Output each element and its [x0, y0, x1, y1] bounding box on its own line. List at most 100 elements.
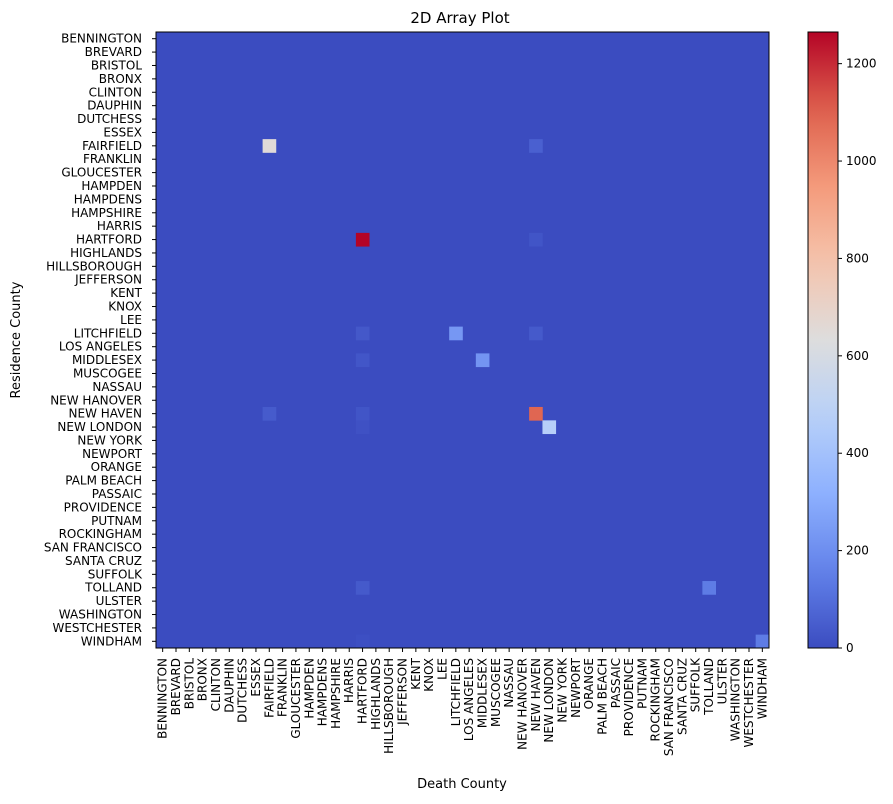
x-tick-label: BENNINGTON — [156, 658, 170, 739]
x-tick-label: WASHINGTON — [729, 658, 743, 741]
x-tick-label: HAMPDEN — [302, 658, 316, 719]
x-tick-label: NEW HAVEN — [529, 658, 543, 731]
x-tick-label: ESSEX — [249, 658, 263, 697]
y-tick-label: PASSAIC — [92, 487, 142, 501]
y-tick-label: WASHINGTON — [59, 608, 142, 622]
y-tick-label: HARRIS — [97, 219, 142, 233]
y-tick-label: ESSEX — [103, 125, 142, 139]
y-axis-label: Residence County — [9, 281, 24, 398]
heatmap-cell — [355, 581, 370, 595]
y-tick-label: NEW HANOVER — [50, 393, 142, 407]
x-tick-label: HILLSBOROUGH — [382, 658, 396, 754]
x-tick-label: FRANKLIN — [276, 658, 290, 717]
x-tick-label: BRISTOL — [182, 658, 196, 710]
y-tick-label: NASSAU — [92, 380, 142, 394]
y-tick-label: LOS ANGELES — [59, 340, 142, 354]
y-tick-label: NEWPORT — [82, 447, 143, 461]
x-tick-label: PALM BEACH — [595, 658, 609, 735]
y-tick-label: MUSCOGEE — [73, 366, 142, 380]
x-tick-label: SAN FRANCISCO — [662, 658, 676, 756]
y-tick-label: CLINTON — [89, 85, 142, 99]
heatmap-cell — [449, 326, 463, 341]
colorbar-tick-label: 400 — [846, 446, 869, 460]
y-tick-label: PALM BEACH — [65, 474, 142, 488]
y-tick-label: SANTA CRUZ — [65, 554, 142, 568]
x-tick-label: HAMPDENS — [316, 658, 330, 726]
heatmap-cells — [156, 32, 770, 649]
x-tick-label: TOLLAND — [702, 658, 716, 716]
colorbar-tick-label: 600 — [846, 349, 869, 363]
x-tick-label: HARRIS — [342, 658, 356, 703]
y-tick-label: BREVARD — [85, 45, 142, 59]
x-tick-label: PROVIDENCE — [622, 658, 636, 736]
x-tick-label: NEW LONDON — [542, 658, 556, 743]
x-tick-label: DUTCHESS — [236, 658, 250, 723]
x-tick-label: DAUPHIN — [222, 658, 236, 713]
heatmap-cell — [475, 353, 490, 368]
x-tick-label: LOS ANGELES — [462, 658, 476, 741]
x-tick-label: ROCKINGHAM — [649, 658, 663, 741]
y-tick-label: WESTCHESTER — [52, 621, 142, 635]
y-tick-label: HARTFORD — [76, 233, 142, 247]
y-tick-label: HIGHLANDS — [70, 246, 142, 260]
heatmap-cell — [355, 634, 370, 649]
x-axis-label: Death County — [417, 777, 507, 792]
y-tick-label: KENT — [110, 286, 142, 300]
y-tick-label: KNOX — [108, 300, 142, 314]
y-tick-label: FAIRFIELD — [82, 139, 142, 153]
x-tick-label: KNOX — [422, 658, 436, 692]
x-tick-label: ULSTER — [715, 658, 729, 704]
x-tick-label: NASSAU — [502, 658, 516, 708]
colorbar-tick-label: 0 — [846, 641, 854, 655]
y-tick-label: PROVIDENCE — [64, 500, 142, 514]
x-tick-label: NEWPORT — [569, 657, 583, 718]
y-tick-label: LITCHFIELD — [74, 326, 142, 340]
plot-frame — [155, 31, 770, 649]
heatmap-cell — [529, 139, 543, 153]
x-tick-label: MUSCOGEE — [489, 658, 503, 727]
y-tick-label: PUTNAM — [91, 514, 142, 528]
y-tick-label: HAMPDENS — [74, 192, 142, 206]
colorbar-tick-label: 800 — [846, 251, 869, 265]
x-tick-label: BREVARD — [169, 658, 183, 715]
y-tick-label: ULSTER — [96, 594, 142, 608]
y-tick-label: DUTCHESS — [77, 112, 142, 126]
heatmap-cell — [355, 232, 370, 247]
x-tick-label: NEW HANOVER — [515, 658, 529, 750]
y-tick-label: SAN FRANCISCO — [44, 541, 142, 555]
y-tick-label: MIDDLESEX — [72, 353, 142, 367]
heatmap-cell — [355, 353, 370, 368]
y-tick-label: HAMPSHIRE — [71, 206, 142, 220]
y-tick-label: HILLSBOROUGH — [46, 259, 142, 273]
x-tick-label: CLINTON — [209, 658, 223, 711]
heatmap-cell — [755, 634, 770, 649]
x-tick-label: MIDDLESEX — [475, 658, 489, 728]
colorbar-tick-label: 1200 — [846, 57, 877, 71]
x-axis: BENNINGTON BREVARD BRISTOL BRONX CLINTON DAUP… — [156, 648, 769, 756]
x-tick-label: PUTNAM — [635, 658, 649, 709]
chart-title: 2D Array Plot — [410, 9, 509, 27]
y-tick-label: BENNINGTON — [61, 32, 142, 46]
x-tick-label: GLOUCESTER — [289, 658, 303, 739]
heatmap-cell — [529, 406, 543, 421]
y-tick-label: ROCKINGHAM — [59, 527, 142, 541]
x-tick-label: NEW YORK — [555, 657, 569, 723]
y-tick-label: JEFFERSON — [74, 273, 142, 287]
heatmap-cell — [262, 406, 277, 421]
heatmap-cell — [542, 420, 557, 435]
heatmap-cell — [262, 139, 277, 153]
x-tick-label: KENT — [409, 657, 423, 689]
colorbar-tick-label: 1000 — [846, 154, 877, 168]
x-tick-label: FAIRFIELD — [262, 658, 276, 718]
y-tick-label: BRISTOL — [91, 58, 143, 72]
y-tick-label: FRANKLIN — [83, 152, 142, 166]
y-tick-label: NEW HAVEN — [69, 407, 142, 421]
y-tick-label: GLOUCESTER — [61, 166, 142, 180]
x-tick-label: LEE — [436, 658, 450, 680]
y-tick-label: NEW YORK — [77, 433, 143, 447]
x-tick-label: ORANGE — [582, 658, 596, 709]
heatmap-cell — [355, 420, 370, 435]
x-tick-label: HAMPSHIRE — [329, 658, 343, 729]
heatmap-cell — [529, 232, 543, 247]
